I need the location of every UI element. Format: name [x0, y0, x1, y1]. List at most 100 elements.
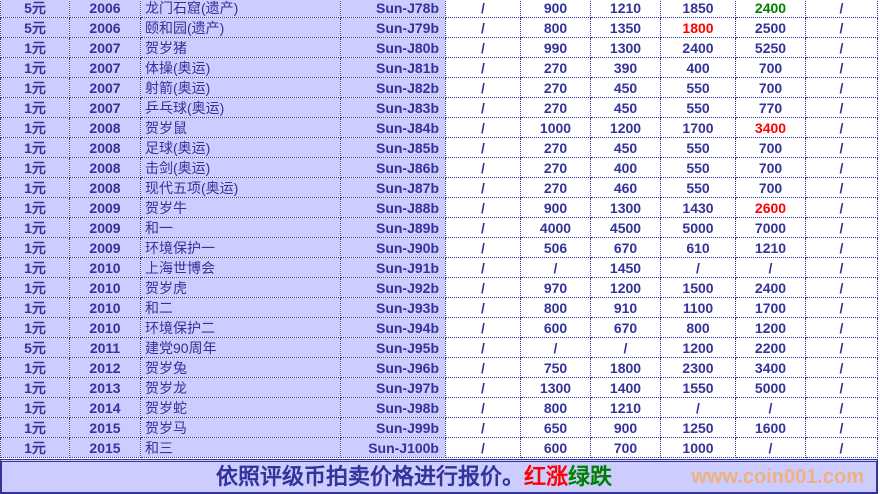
coin-name-cell: 贺岁蛇: [140, 397, 341, 418]
price-col-2-cell: 270: [520, 57, 591, 78]
price-col-2-cell: 506: [520, 237, 591, 258]
price-col-6-cell: /: [805, 297, 878, 318]
coin-name-cell: 贺岁龙: [140, 377, 341, 398]
coin-name-cell: 和三: [140, 437, 341, 458]
price-col-4-cell: 550: [660, 177, 736, 198]
table-row: 5元 2011 建党90周年 Sun-J95b / //1200 2200/: [0, 337, 878, 358]
price-col-3-cell: 1400: [590, 377, 661, 398]
price-col-4-cell: 1800: [660, 17, 736, 38]
price-col-6-cell: /: [805, 257, 878, 278]
coin-name-cell: 上海世博会: [140, 257, 341, 278]
price-col-5-cell: /: [735, 397, 806, 418]
face-value-cell: 5元: [0, 0, 70, 18]
price-col-3-cell: 670: [590, 317, 661, 338]
price-col-6-cell: /: [805, 97, 878, 118]
price-col-3-cell: 390: [590, 57, 661, 78]
price-col-6-cell: /: [805, 317, 878, 338]
face-value-cell: 1元: [0, 357, 70, 378]
code-cell: Sun-J93b: [340, 297, 446, 318]
down-legend: 绿跌: [568, 464, 613, 489]
year-cell: 2015: [69, 437, 141, 458]
price-col-5-cell: 3400: [735, 357, 806, 378]
table-row: 1元 2007 贺岁猪 Sun-J80b/990 1300 2400 5250/: [0, 37, 878, 58]
coin-name-cell: 贺岁牛: [140, 197, 341, 218]
price-col-5-cell: 2200: [735, 337, 806, 358]
price-col-2-cell: 600: [520, 437, 591, 458]
watermark: www.coin001.com: [691, 466, 864, 488]
price-col-2-cell: /: [520, 257, 591, 278]
table-row: 1元 2008 击剑(奥运) Sun-J86b/270 400 550 700/: [0, 157, 878, 178]
face-value-cell: 1元: [0, 137, 70, 158]
coin-name-cell: 贺岁鼠: [140, 117, 341, 138]
price-col-6-cell: /: [805, 277, 878, 298]
price-col-5-cell: 2500: [735, 17, 806, 38]
price-col-1-cell: /: [445, 97, 521, 118]
price-col-3-cell: 4500: [590, 217, 661, 238]
coin-name-cell: 射箭(奥运): [140, 77, 341, 98]
face-value-cell: 1元: [0, 77, 70, 98]
year-cell: 2010: [69, 317, 141, 338]
price-col-6-cell: /: [805, 437, 878, 458]
code-cell: Sun-J80b: [340, 37, 446, 58]
code-cell: Sun-J94b: [340, 317, 446, 338]
price-col-1-cell: /: [445, 397, 521, 418]
price-col-1-cell: /: [445, 317, 521, 338]
price-col-5-cell: 5250: [735, 37, 806, 58]
price-col-1-cell: /: [445, 17, 521, 38]
coin-name-cell: 贺岁猪: [140, 37, 341, 58]
price-col-3-cell: 910: [590, 297, 661, 318]
table-row: 1元 2010 贺岁虎 Sun-J92b/970 1200 1500 2400/: [0, 277, 878, 298]
coin-name-cell: 体操(奥运): [140, 57, 341, 78]
price-col-6-cell: /: [805, 217, 878, 238]
price-col-3-cell: 1450: [590, 257, 661, 278]
face-value-cell: 5元: [0, 17, 70, 38]
price-col-5-cell: 1210: [735, 237, 806, 258]
year-cell: 2008: [69, 137, 141, 158]
table-row: 1元 2007 体操(奥运) Sun-J81b/270 390 400 700/: [0, 57, 878, 78]
price-col-5-cell: 700: [735, 157, 806, 178]
table-row: 1元 2009 环境保护一 Sun-J90b/506 670 610 1210/: [0, 237, 878, 258]
face-value-cell: 1元: [0, 97, 70, 118]
price-col-3-cell: 1800: [590, 357, 661, 378]
year-cell: 2010: [69, 277, 141, 298]
face-value-cell: 1元: [0, 277, 70, 298]
price-col-5-cell: 2400: [735, 277, 806, 298]
price-col-1-cell: /: [445, 0, 521, 18]
face-value-cell: 1元: [0, 257, 70, 278]
price-col-5-cell: 700: [735, 77, 806, 98]
year-cell: 2007: [69, 77, 141, 98]
price-col-6-cell: /: [805, 17, 878, 38]
face-value-cell: 1元: [0, 417, 70, 438]
price-col-4-cell: 800: [660, 317, 736, 338]
price-col-1-cell: /: [445, 377, 521, 398]
coin-price-table: 5元 2006 龙门石窟(遗产) Sun-J78b/900 1210 1850 2400/5…: [0, 0, 878, 458]
price-col-4-cell: 2300: [660, 357, 736, 378]
price-col-5-cell: 1700: [735, 297, 806, 318]
code-cell: Sun-J90b: [340, 237, 446, 258]
price-col-4-cell: 5000: [660, 217, 736, 238]
code-cell: Sun-J82b: [340, 77, 446, 98]
code-cell: Sun-J78b: [340, 0, 446, 18]
year-cell: 2015: [69, 417, 141, 438]
price-col-6-cell: /: [805, 397, 878, 418]
year-cell: 2009: [69, 197, 141, 218]
coin-name-cell: 乒乓球(奥运): [140, 97, 341, 118]
price-col-1-cell: /: [445, 417, 521, 438]
face-value-cell: 1元: [0, 117, 70, 138]
code-cell: Sun-J81b: [340, 57, 446, 78]
year-cell: 2010: [69, 257, 141, 278]
price-col-1-cell: /: [445, 437, 521, 458]
face-value-cell: 1元: [0, 437, 70, 458]
face-value-cell: 1元: [0, 237, 70, 258]
year-cell: 2007: [69, 97, 141, 118]
table-row: 5元 2006 龙门石窟(遗产) Sun-J78b/900 1210 1850 2400/: [0, 0, 878, 18]
price-col-1-cell: /: [445, 277, 521, 298]
price-col-1-cell: /: [445, 357, 521, 378]
price-col-2-cell: /: [520, 337, 591, 358]
year-cell: 2012: [69, 357, 141, 378]
price-col-4-cell: 1000: [660, 437, 736, 458]
table-row: 1元 2015 和三 Sun-J100b/600 700 1000//: [0, 437, 878, 458]
code-cell: Sun-J95b: [340, 337, 446, 358]
code-cell: Sun-J97b: [340, 377, 446, 398]
price-col-6-cell: /: [805, 417, 878, 438]
